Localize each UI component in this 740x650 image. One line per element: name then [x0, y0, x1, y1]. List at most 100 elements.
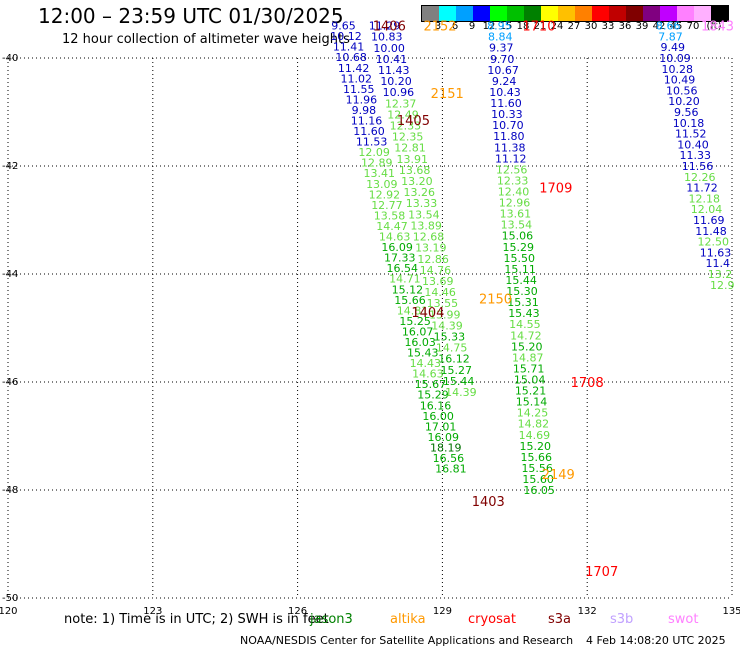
wave-height-value: 13.58	[374, 209, 406, 222]
legend-s3a: s3a	[548, 612, 572, 627]
longitude-label: 129	[433, 606, 452, 617]
color-scale-label: (ft)	[706, 21, 722, 32]
wave-height-value: 12.56	[496, 163, 528, 176]
legend-cryosat: cryosat	[468, 612, 516, 627]
wave-height-value: 15.67	[415, 378, 447, 391]
wave-height-value: 14.82	[518, 418, 550, 431]
legend-s3b: s3b	[610, 612, 634, 627]
latitude-label: -44	[2, 269, 18, 280]
color-scale-label: 27	[567, 21, 581, 32]
pass-time-label: 2152	[423, 20, 456, 35]
color-swatch	[524, 6, 541, 21]
wave-height-value: 15.20	[520, 440, 552, 453]
track-a: 9.6510.1211.4110.6811.4211.0211.5511.969…	[330, 20, 466, 476]
wave-height-value: 15.11	[504, 263, 536, 276]
color-swatch	[541, 6, 558, 21]
wave-height-value: 13.09	[366, 178, 398, 191]
pass-time-label: 1709	[539, 182, 572, 197]
latitude-label: -40	[2, 53, 18, 64]
wave-height-value: 16.54	[387, 262, 419, 275]
wave-height-value: 10.67	[487, 64, 519, 77]
pass-time-label: 1403	[472, 495, 505, 510]
color-scale-label: 21	[533, 21, 547, 32]
color-swatch	[575, 6, 592, 21]
wave-height-value: 15.43	[407, 347, 439, 360]
wave-height-value: 13.69	[422, 275, 454, 288]
wave-height-value: 15.20	[511, 340, 543, 353]
wave-height-value: 18.19	[430, 441, 462, 454]
wave-height-value: 12.92	[369, 188, 401, 201]
color-scale-label: 45	[669, 21, 683, 32]
color-swatch	[439, 6, 456, 21]
generated-timestamp: 4 Feb 14:08:20 UTC 2025	[586, 634, 726, 647]
wave-height-value: 14.87	[512, 351, 544, 364]
color-swatch	[592, 6, 609, 21]
axis-labels: -40 -42 -44 -46 -48 -50 120 123 126 129 132 135	[0, 53, 740, 617]
wave-height-value: 15.33	[434, 330, 466, 343]
wave-height-value: 14.69	[519, 429, 551, 442]
wave-height-value: 14.75	[436, 342, 468, 355]
wave-height-value: 8.95	[487, 20, 512, 33]
wave-height-value: 14.63	[412, 368, 444, 381]
color-swatch	[660, 6, 677, 21]
pass-time-label: 1404	[411, 306, 444, 321]
wave-height-value: 13.20	[401, 175, 433, 188]
wave-height-value: 11.16	[351, 115, 383, 128]
wave-height-value: 11.69	[693, 214, 725, 227]
wave-height-value: 9.70	[490, 53, 515, 66]
wave-height-value: 10.00	[373, 42, 405, 55]
wave-height-value: 14.39	[445, 386, 477, 399]
wave-height-value: 16.03	[404, 336, 436, 349]
color-scale-label: 36	[618, 21, 632, 32]
wave-height-value: 15.30	[506, 285, 538, 298]
wave-height-value: 10.68	[335, 51, 367, 64]
longitude-label: 135	[722, 606, 740, 617]
wave-height-value: 8.66	[656, 20, 681, 33]
wave-height-value: 10.41	[376, 53, 408, 66]
wave-height-value: 12.33	[390, 120, 422, 133]
wave-height-value: 12.40	[498, 185, 530, 198]
wave-height-value: 12.89	[361, 157, 393, 170]
wave-height-value: 15.25	[399, 315, 431, 328]
track-b: 11.2910.8310.0010.4111.4310.2010.9612.37…	[369, 20, 477, 399]
color-scale-label: 12	[482, 21, 496, 32]
footer-note: note: 1) Time is in UTC; 2) SWH is in fe…	[64, 612, 329, 627]
color-swatch	[626, 6, 643, 21]
wave-height-value: 10.96	[383, 86, 415, 99]
wave-height-value: 15.66	[394, 294, 426, 307]
wave-height-value: 12.9	[710, 279, 735, 292]
satellite-tracks: 9.6510.1211.4110.6811.4211.0211.5511.969…	[330, 20, 734, 497]
wave-height-value: 13.33	[406, 197, 438, 210]
pass-time-label: 1708	[571, 376, 604, 391]
wave-height-value: 11.60	[353, 125, 385, 138]
wave-height-value: 16.09	[381, 241, 413, 254]
wave-height-value: 16.00	[422, 410, 454, 423]
wave-height-value: 9.49	[661, 41, 686, 54]
page-title: 12:00 – 23:59 UTC 01/30/2025	[38, 4, 344, 28]
pass-time-label: 1710	[522, 20, 555, 35]
color-scale-labels: 3 6 9 12 15 18 21 24 27 30 33 36 39 42 45 70 (ft)	[421, 21, 740, 35]
track-d: 8.667.879.4910.0910.2810.4910.5610.209.5…	[656, 20, 734, 292]
wave-height-value: 17.01	[425, 420, 457, 433]
wave-height-value: 16.81	[435, 463, 467, 476]
wave-height-value: 7.87	[658, 30, 683, 43]
wave-height-value: 13.89	[410, 219, 442, 232]
wave-height-value: 11.43	[378, 64, 410, 77]
color-scale-label: 6	[451, 21, 459, 32]
wave-height-value: 15.71	[513, 362, 545, 375]
wave-height-value: 12.37	[385, 97, 417, 110]
pass-time-label: 1843	[701, 20, 734, 35]
wave-height-value: 15.56	[521, 462, 553, 475]
color-swatch	[507, 6, 524, 21]
wave-height-value: 15.04	[514, 373, 546, 386]
latitude-label: -46	[2, 377, 18, 388]
longitude-label: 126	[288, 606, 307, 617]
wave-height-value: 13.19	[415, 242, 447, 255]
pass-time-label: 1707	[585, 565, 618, 580]
wave-height-value: 12.09	[358, 146, 390, 159]
color-scale-label: 39	[635, 21, 649, 32]
longitude-label: 120	[0, 606, 18, 617]
pass-time-label: 2150	[479, 292, 512, 307]
wave-height-value: 10.33	[491, 108, 523, 121]
